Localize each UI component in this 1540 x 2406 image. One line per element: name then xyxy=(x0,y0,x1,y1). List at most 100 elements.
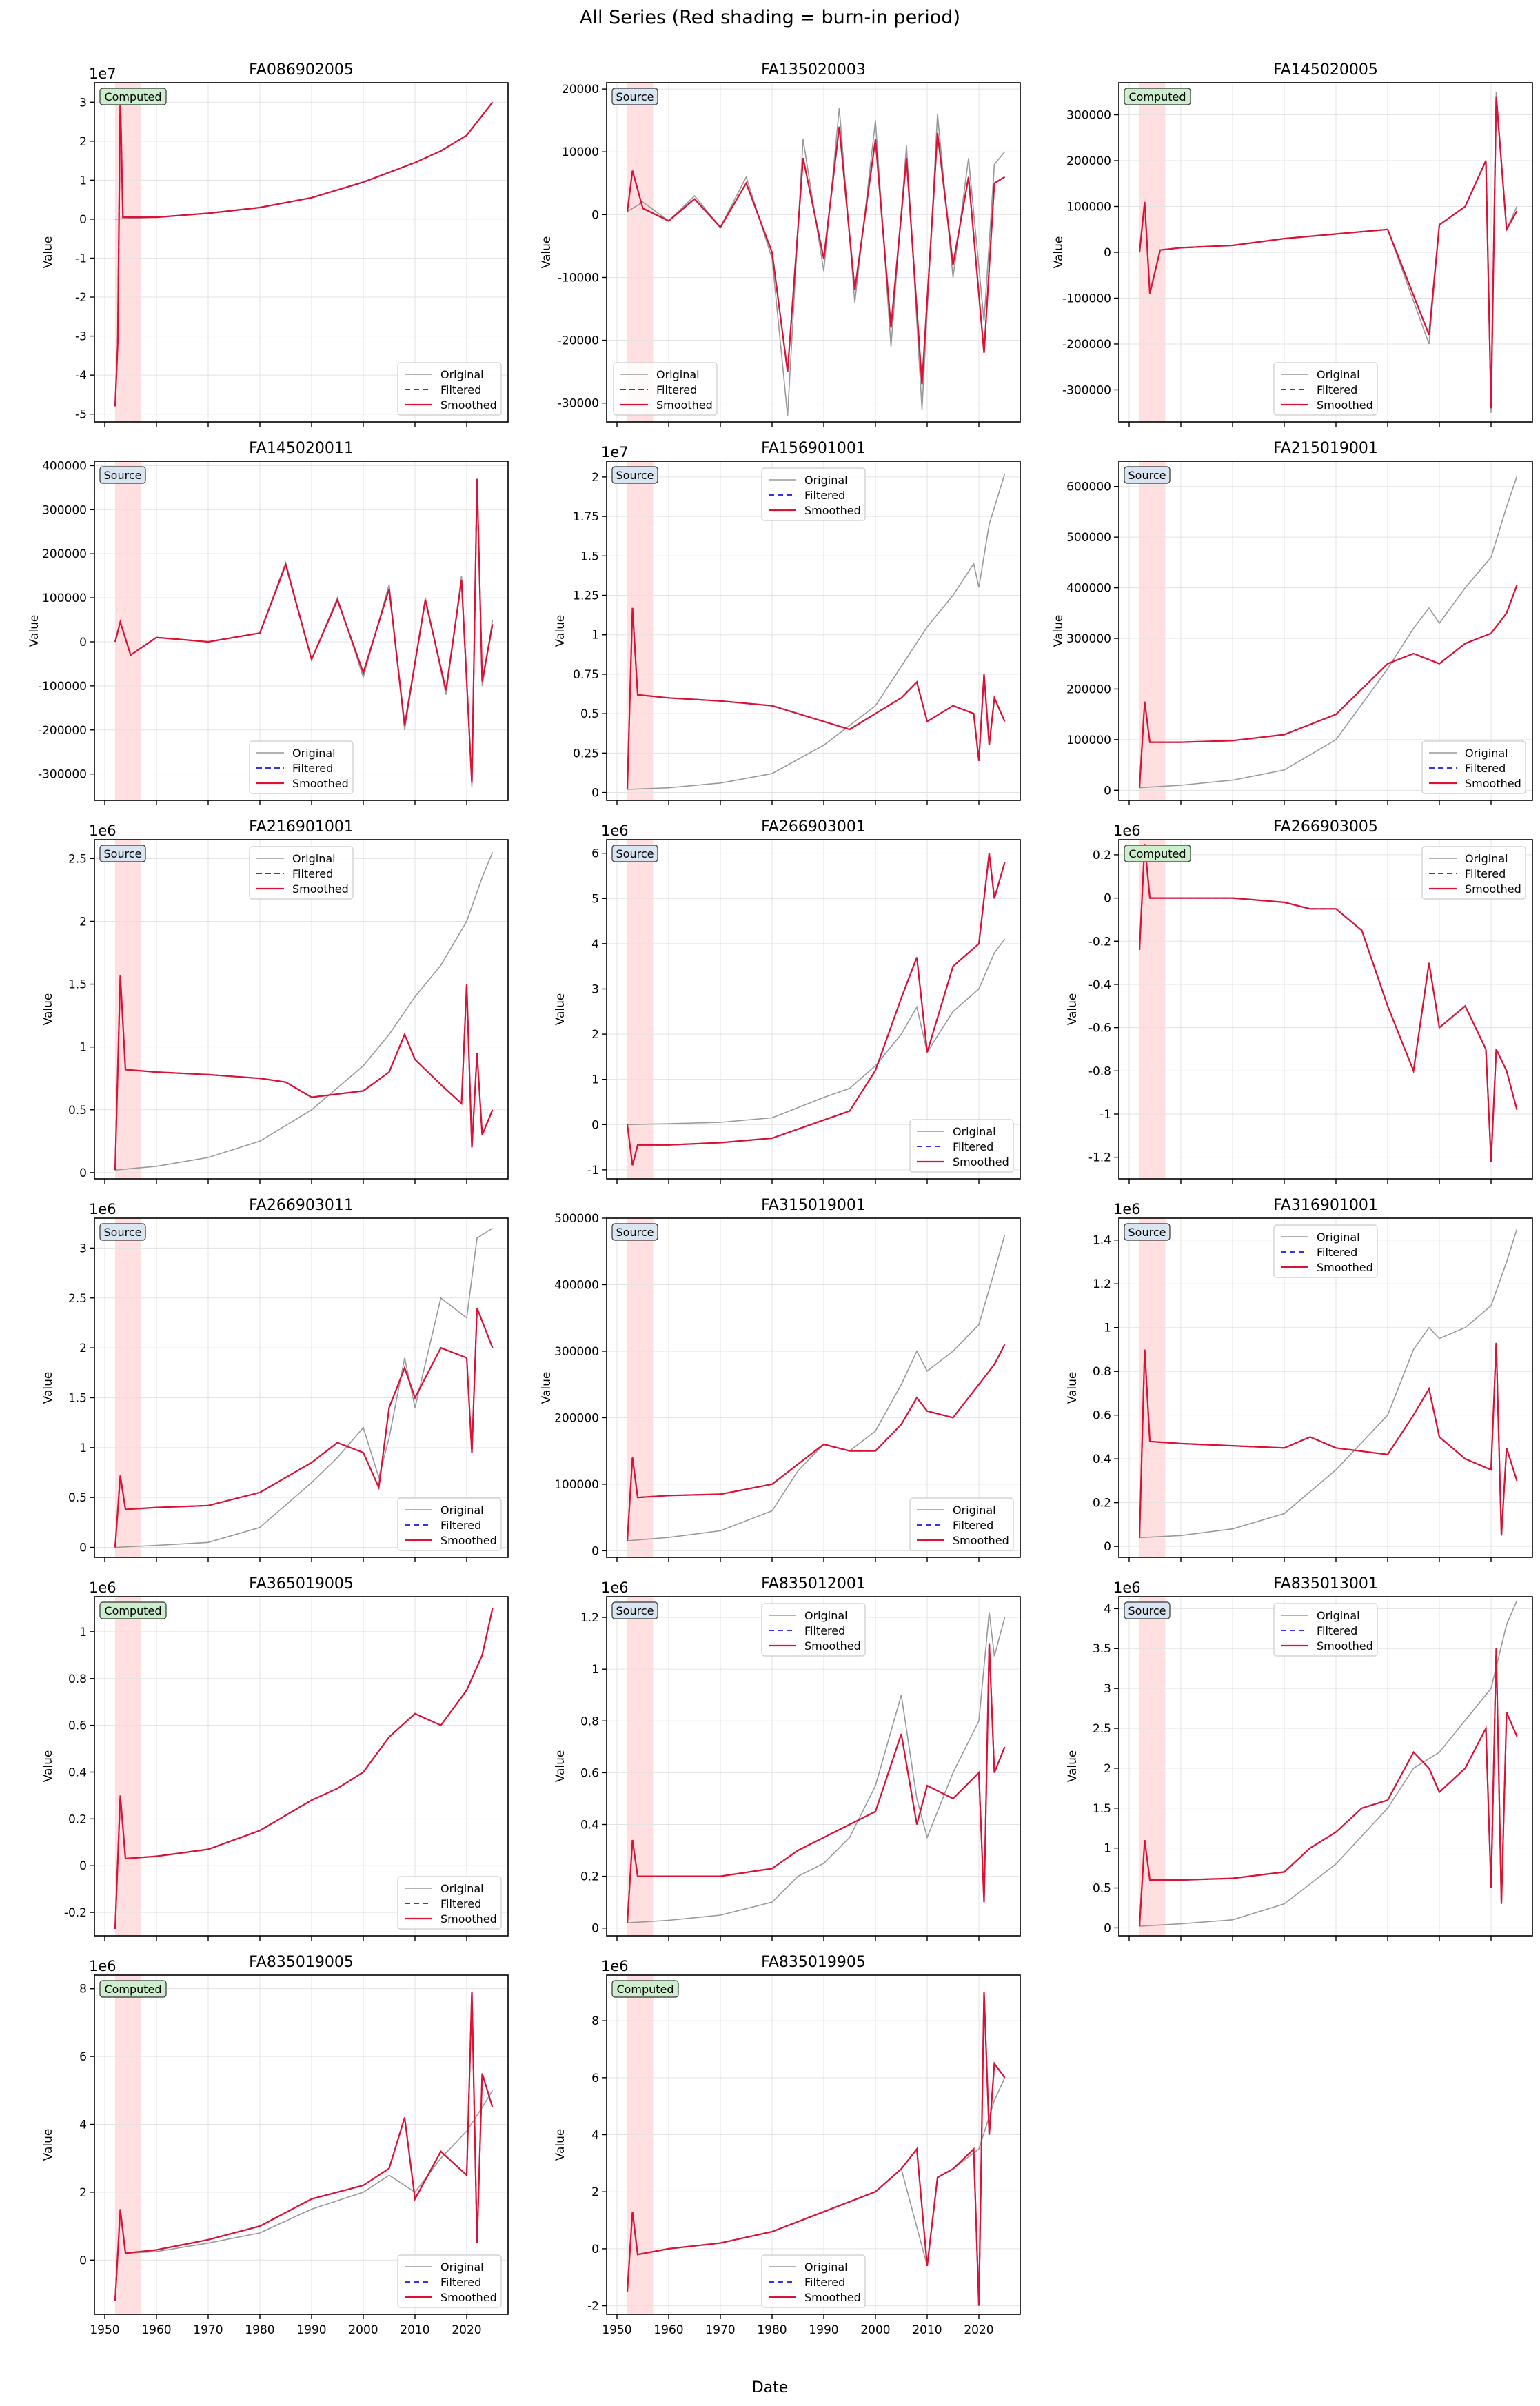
legend-label: Original xyxy=(656,368,700,381)
legend-label: Smoothed xyxy=(804,504,861,517)
y-tick-label: 200000 xyxy=(1066,683,1111,696)
badge-label: Source xyxy=(104,469,142,482)
y-axis-label: Value xyxy=(1066,1750,1080,1783)
series-smoothed xyxy=(114,1992,494,2301)
legend-box xyxy=(397,2254,502,2308)
badge-box xyxy=(99,466,146,484)
y-tick-label: 300000 xyxy=(1066,632,1111,646)
badge-label: Computed xyxy=(616,1983,673,1996)
y-tick-label: 3 xyxy=(591,982,599,996)
y-tick-label: 3 xyxy=(79,96,87,110)
legend-label: Smoothed xyxy=(440,398,497,412)
badge-box xyxy=(1124,466,1171,484)
y-tick-label: 1 xyxy=(79,1041,87,1055)
plot-frame xyxy=(1118,461,1533,801)
y-tick-label: 0 xyxy=(591,2243,599,2256)
badge-source: Source xyxy=(99,1223,146,1241)
badge-box xyxy=(99,1223,146,1241)
legend-label: Original xyxy=(1317,1231,1360,1244)
plot-frame xyxy=(94,1974,509,2315)
legend-box xyxy=(909,1119,1014,1173)
badge-box xyxy=(611,1601,658,1619)
legend: Original Filtered Smoothed xyxy=(249,740,354,794)
y-tick-label: -0.2 xyxy=(1088,935,1111,949)
y-tick-label: 3.5 xyxy=(1093,1642,1111,1656)
legend-label: Filtered xyxy=(292,867,333,880)
legend-box xyxy=(397,1497,502,1551)
badge-label: Source xyxy=(104,1226,142,1239)
y-axis-label: Value xyxy=(1066,1372,1080,1404)
y-tick-label: -0.8 xyxy=(1088,1064,1111,1078)
y-tick-label: 300000 xyxy=(42,503,87,517)
series-smoothed xyxy=(1138,1342,1518,1538)
badge-source: Source xyxy=(1124,466,1171,484)
y-tick-label: 0 xyxy=(79,2254,87,2267)
y-tick-label: 2.5 xyxy=(1093,1722,1111,1736)
badge-box xyxy=(1124,1601,1171,1619)
badge-label: Computed xyxy=(104,1983,161,1996)
y-tick-label: 0.6 xyxy=(1093,1409,1111,1423)
panel-FA215019001: 0 100000 200000 300000 400000 500000 600000 FA2… xyxy=(1052,440,1533,805)
legend: Original Filtered Smoothed xyxy=(1421,740,1526,794)
y-tick-label: 4 xyxy=(1104,1602,1111,1616)
y-tick-label: 2 xyxy=(79,135,87,149)
panel-title: FA145020011 xyxy=(249,440,354,457)
y-tick-label: 2 xyxy=(591,471,599,485)
legend-label: Smoothed xyxy=(440,2291,497,2304)
legend-label: Smoothed xyxy=(1317,1639,1373,1652)
y-offset-label: 1e6 xyxy=(89,1958,116,1974)
y-tick-label: 10000 xyxy=(562,145,599,159)
panel-FA315019001: 0 100000 200000 300000 400000 500000 FA3150190… xyxy=(540,1197,1021,1562)
y-axis-label: Value xyxy=(554,2129,567,2161)
y-tick-label: 2 xyxy=(79,915,87,929)
y-tick-label: 0 xyxy=(591,208,599,222)
series-filtered xyxy=(1139,1342,1518,1538)
y-offset-label: 1e6 xyxy=(1113,822,1141,839)
legend-label: Filtered xyxy=(1465,867,1506,880)
y-tick-label: 1.5 xyxy=(580,549,599,563)
plot-frame xyxy=(1118,839,1533,1180)
badge-box xyxy=(1124,1223,1171,1241)
y-tick-label: 0.5 xyxy=(1093,1882,1111,1896)
panel-FA835019005: 0 2 4 6 8 1950 1960 1970 1980 1990 2000 2010 2020 FA8… xyxy=(41,1954,509,2337)
y-tick-label: -10000 xyxy=(558,271,599,285)
y-tick-label: 8 xyxy=(591,2014,599,2028)
y-tick-label: 1 xyxy=(79,1626,87,1639)
y-tick-label: 4 xyxy=(591,2129,599,2143)
y-tick-label: -1 xyxy=(1100,1108,1111,1122)
legend-label: Filtered xyxy=(292,762,333,775)
y-tick-label: 2 xyxy=(591,1028,599,1042)
legend-label: Original xyxy=(804,474,848,487)
y-offset-label: 1e6 xyxy=(1113,1201,1141,1217)
plot-frame xyxy=(94,1217,509,1558)
legend-label: Smoothed xyxy=(953,1155,1009,1169)
figure-title: All Series (Red shading = burn-in period… xyxy=(580,7,960,28)
panel-title: FA835012001 xyxy=(761,1575,866,1593)
plot-frame xyxy=(606,839,1021,1180)
series-filtered xyxy=(627,1643,1006,1923)
y-tick-label: 1.2 xyxy=(580,1611,599,1625)
burn-in-shading xyxy=(627,1218,654,1557)
y-tick-label: 200000 xyxy=(1066,154,1111,168)
series-smoothed xyxy=(1138,585,1518,788)
legend: Original Filtered Smoothed xyxy=(1273,1603,1378,1657)
y-tick-label: 4 xyxy=(591,938,599,951)
panel-FA156901001: 0 0.25 0.5 0.75 1 1.25 1.5 1.75 2 FA156901001 Valu… xyxy=(554,440,1021,805)
legend: Original Filtered Smoothed xyxy=(397,362,502,416)
x-tick-label: 1960 xyxy=(141,2323,171,2337)
badge-box xyxy=(99,88,167,105)
y-tick-label: 0.8 xyxy=(580,1715,599,1728)
y-offset-label: 1e6 xyxy=(601,1958,629,1974)
legend-label: Filtered xyxy=(1317,383,1357,396)
x-tick-label: 1960 xyxy=(654,2323,683,2337)
legend-label: Filtered xyxy=(953,1519,993,1532)
legend-box xyxy=(1273,362,1378,416)
series-original xyxy=(114,851,494,1171)
panel-title: FA835019905 xyxy=(761,1954,866,1971)
y-axis-label: Value xyxy=(554,1750,567,1783)
legend-label: Filtered xyxy=(440,1519,481,1532)
series-original xyxy=(1139,1229,1518,1539)
y-tick-label: 1.5 xyxy=(68,1391,87,1405)
panel-title: FA266903001 xyxy=(761,818,866,836)
y-offset-label: 1e6 xyxy=(89,1579,116,1596)
